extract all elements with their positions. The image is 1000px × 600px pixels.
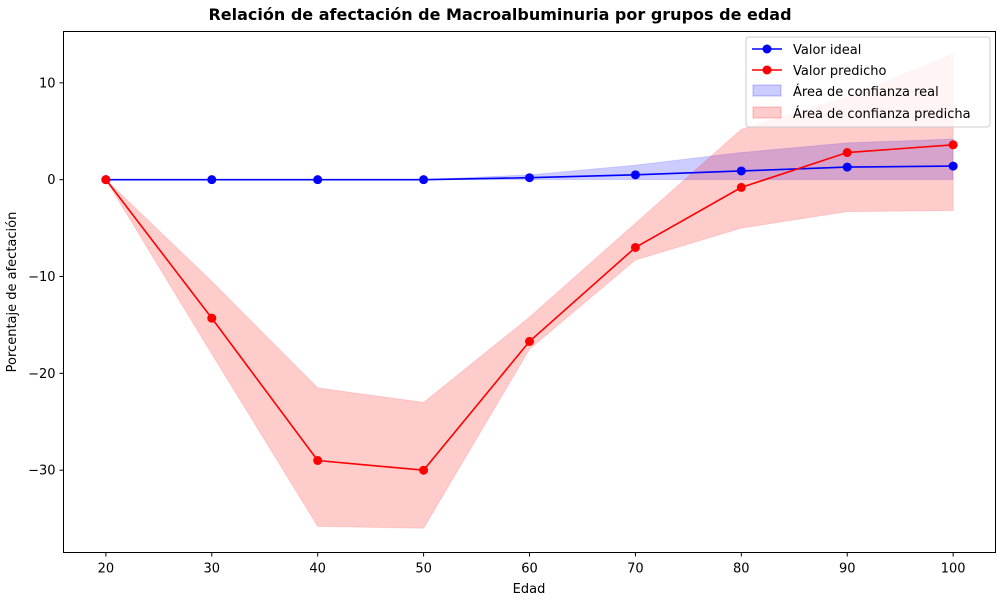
x-tick-label-50: 50 [415,562,432,577]
x-tick-label-30: 30 [203,562,220,577]
point-valor-predicho-60 [525,336,534,346]
point-valor-ideal-70 [630,170,640,180]
x-tick-label-90: 90 [839,562,856,577]
legend-swatch-area-real [752,84,782,97]
x-tick-label-20: 20 [98,562,115,577]
point-valor-predicho-100 [948,140,958,150]
point-valor-ideal-90 [842,162,852,172]
point-valor-ideal-100 [948,161,958,171]
x-axis-label: Edad [513,582,546,597]
point-valor-predicho-50 [419,465,429,475]
legend: Valor ideal Valor predicho Área de confi… [745,36,991,128]
point-valor-ideal-40 [313,175,323,185]
point-valor-predicho-30 [207,313,217,323]
y-tick-label--10: −10 [28,270,55,285]
x-tick-label-100: 100 [941,562,966,577]
point-valor-predicho-70 [630,242,640,252]
legend-box [745,36,991,128]
legend-label-valor-ideal: Valor ideal [793,43,861,58]
y-axis: −30 −20 −10 0 10 [28,76,64,479]
point-valor-predicho-80 [736,182,746,192]
point-valor-ideal-30 [207,175,217,185]
legend-marker-valor-predicho [762,65,772,75]
x-tick-label-70: 70 [627,562,644,577]
point-valor-ideal-60 [525,173,534,183]
y-tick-label--20: −20 [28,367,55,382]
y-tick-label-10: 10 [39,76,56,91]
series-markers [101,140,958,475]
y-axis-label: Porcentaje de afectación [5,212,20,373]
legend-label-area-predicha: Área de confianza predicha [793,106,971,122]
x-axis: 20 30 40 50 60 70 80 90 100 [98,552,966,577]
x-tick-label-40: 40 [309,562,326,577]
y-tick-label-0: 0 [47,173,55,188]
point-valor-predicho-20 [101,175,111,185]
legend-label-valor-predicho: Valor predicho [793,64,886,79]
legend-swatch-area-predicha [752,106,782,119]
point-valor-ideal-80 [736,166,746,176]
x-tick-label-80: 80 [733,562,750,577]
point-valor-ideal-50 [419,175,429,185]
legend-marker-valor-ideal [762,44,772,54]
x-tick-label-60: 60 [521,562,538,577]
chart-title: Relación de afectación de Macroalbuminur… [208,5,791,24]
y-tick-label--30: −30 [28,464,55,479]
point-valor-predicho-40 [313,456,323,465]
point-valor-predicho-90 [842,148,852,158]
legend-label-area-real: Área de confianza real [793,84,939,100]
